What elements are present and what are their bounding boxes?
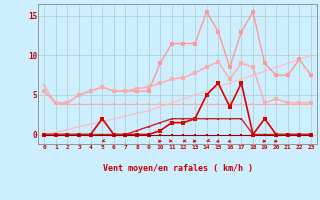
- X-axis label: Vent moyen/en rafales ( km/h ): Vent moyen/en rafales ( km/h ): [103, 164, 252, 173]
